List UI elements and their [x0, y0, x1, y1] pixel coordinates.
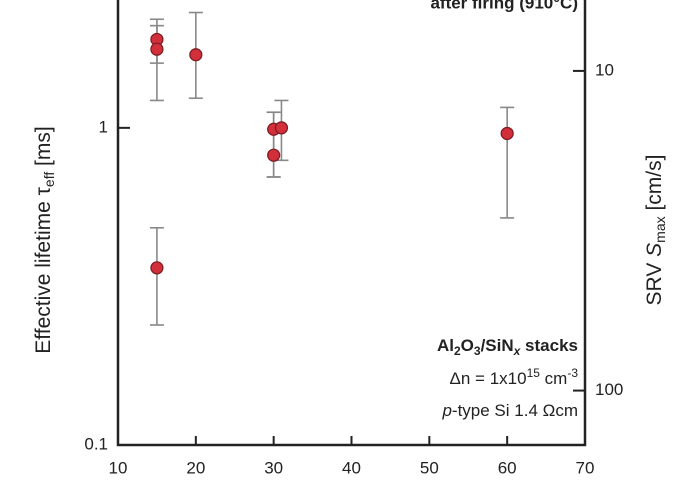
x-tick-label: 20: [186, 458, 205, 477]
x-tick-label: 60: [498, 458, 517, 477]
data-point: [189, 48, 203, 62]
y2-label-var: S: [643, 243, 666, 257]
y-axis-label: Effective lifetime τeff [ms]: [32, 126, 57, 353]
ann: p: [441, 401, 451, 420]
annotation-wafer: p-type Si 1.4 Ωcm: [441, 401, 578, 420]
x-tick-label: 30: [264, 458, 283, 477]
y2-label-unit: [cm/s]: [643, 155, 666, 217]
ann: stacks: [520, 336, 578, 355]
x-tick-label: 70: [576, 458, 595, 477]
ann: 15: [527, 366, 541, 380]
ann: -3: [567, 366, 578, 380]
ann: 3: [474, 344, 481, 358]
y-label-sub: eff: [41, 172, 57, 187]
ann: Al: [437, 336, 454, 355]
y-label-unit: [ms]: [32, 126, 55, 172]
ann: x: [513, 344, 522, 358]
x-tick-label: 10: [109, 458, 128, 477]
ann: /SiN: [481, 336, 514, 355]
ann: -type Si 1.4 Ωcm: [452, 401, 578, 420]
x-tick-label: 50: [420, 458, 439, 477]
data-point: [500, 126, 514, 141]
ann: Δn = 1x10: [450, 369, 527, 388]
y2-axis-label: SRV Smax [cm/s]: [643, 155, 668, 306]
chart-title: after firing (910°C): [430, 0, 578, 12]
data-point: [150, 42, 164, 56]
y2-label-main: SRV: [643, 257, 666, 306]
ann: O: [461, 336, 474, 355]
ann: cm: [540, 369, 567, 388]
x-tick-label: 40: [342, 458, 361, 477]
y-tick-label: 1: [99, 117, 108, 136]
y2-tick-label: 10: [595, 60, 614, 79]
ann: 2: [454, 344, 461, 358]
annotation-injection: Δn = 1x1015 cm-3: [450, 366, 579, 388]
data-point: [267, 148, 281, 162]
data-point: [274, 121, 289, 135]
annotation-stack: Al2O3/SiNx stacks: [437, 336, 578, 358]
data-point: [150, 261, 164, 275]
y2-tick-label: 100: [595, 380, 623, 399]
y-label-main: Effective lifetime τ: [32, 186, 55, 353]
y-tick-label: 0.1: [84, 434, 108, 453]
y2-label-sub: max: [652, 216, 668, 242]
